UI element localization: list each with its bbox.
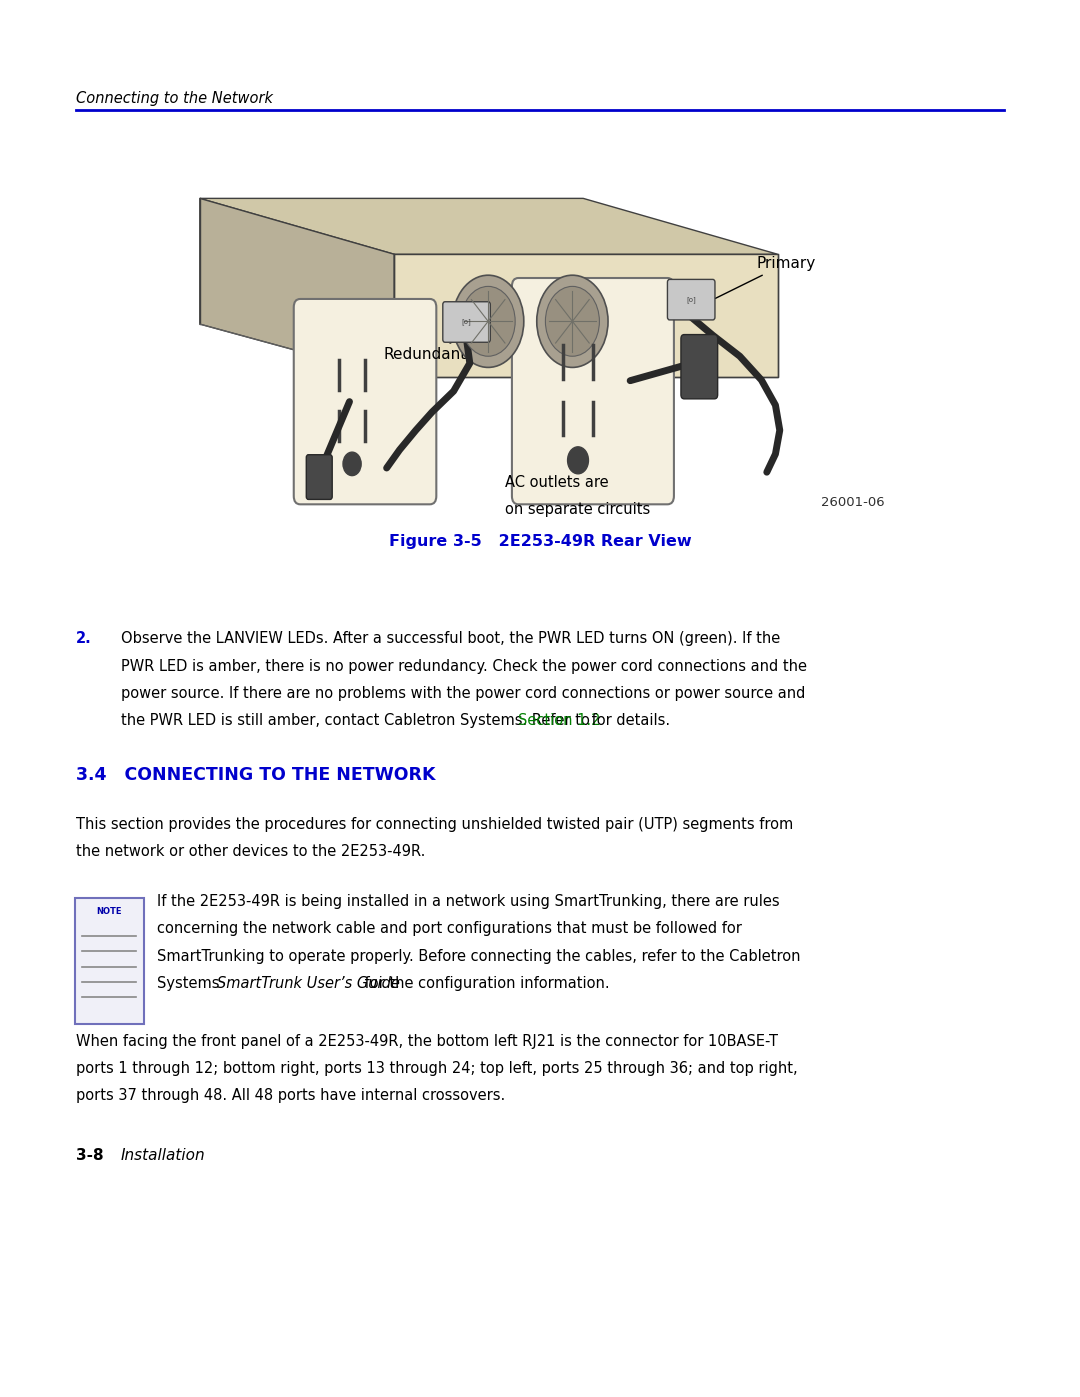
Circle shape [343,453,361,475]
Text: PWR LED is amber, there is no power redundancy. Check the power cord connections: PWR LED is amber, there is no power redu… [121,658,807,673]
Text: [o]: [o] [686,296,697,303]
Circle shape [568,447,589,474]
Text: This section provides the procedures for connecting unshielded twisted pair (UTP: This section provides the procedures for… [76,817,793,833]
Text: power source. If there are no problems with the power cord connections or power : power source. If there are no problems w… [121,686,806,701]
Circle shape [545,286,599,356]
Text: Redundant: Redundant [383,341,467,362]
Text: on separate circuits: on separate circuits [505,502,650,517]
FancyBboxPatch shape [681,335,718,400]
Text: 3.4   CONNECTING TO THE NETWORK: 3.4 CONNECTING TO THE NETWORK [76,766,435,784]
Text: Figure 3-5   2E253-49R Rear View: Figure 3-5 2E253-49R Rear View [389,534,691,549]
Text: Primary: Primary [715,256,815,299]
FancyBboxPatch shape [667,279,715,320]
Text: concerning the network cable and port configurations that must be followed for: concerning the network cable and port co… [157,922,742,936]
Text: [o]: [o] [461,319,472,326]
Text: 2.: 2. [76,631,92,647]
FancyBboxPatch shape [443,302,490,342]
Circle shape [537,275,608,367]
FancyBboxPatch shape [75,898,144,1024]
FancyBboxPatch shape [294,299,436,504]
Text: 3-8: 3-8 [76,1148,104,1164]
Text: NOTE: NOTE [96,907,122,915]
Text: SmartTrunk User’s Guide: SmartTrunk User’s Guide [217,975,400,990]
FancyBboxPatch shape [307,454,333,499]
Text: Installation: Installation [121,1148,205,1164]
Text: Observe the LANVIEW LEDs. After a successful boot, the PWR LED turns ON (green).: Observe the LANVIEW LEDs. After a succes… [121,631,780,647]
Text: If the 2E253-49R is being installed in a network using SmartTrunking, there are : If the 2E253-49R is being installed in a… [157,894,780,909]
Text: ports 1 through 12; bottom right, ports 13 through 24; top left, ports 25 throug: ports 1 through 12; bottom right, ports … [76,1062,797,1076]
Circle shape [453,275,524,367]
Text: ports 37 through 48. All 48 ports have internal crossovers.: ports 37 through 48. All 48 ports have i… [76,1088,504,1104]
FancyBboxPatch shape [512,278,674,504]
Text: Section 1.2: Section 1.2 [518,712,600,728]
Polygon shape [200,198,394,377]
Polygon shape [394,254,778,377]
Text: the PWR LED is still amber, contact Cabletron Systems. Refer to: the PWR LED is still amber, contact Cabl… [121,712,594,728]
Text: for the configuration information.: for the configuration information. [360,975,609,990]
Text: AC outlets are: AC outlets are [505,475,609,490]
Polygon shape [200,198,778,254]
Circle shape [461,286,515,356]
Text: SmartTrunking to operate properly. Before connecting the cables, refer to the Ca: SmartTrunking to operate properly. Befor… [157,949,800,964]
Text: for details.: for details. [586,712,670,728]
Text: Connecting to the Network: Connecting to the Network [76,91,272,106]
Text: the network or other devices to the 2E253-49R.: the network or other devices to the 2E25… [76,844,424,859]
Text: 26001-06: 26001-06 [821,496,885,509]
Text: When facing the front panel of a 2E253-49R, the bottom left RJ21 is the connecto: When facing the front panel of a 2E253-4… [76,1034,778,1049]
Text: Systems: Systems [157,975,224,990]
